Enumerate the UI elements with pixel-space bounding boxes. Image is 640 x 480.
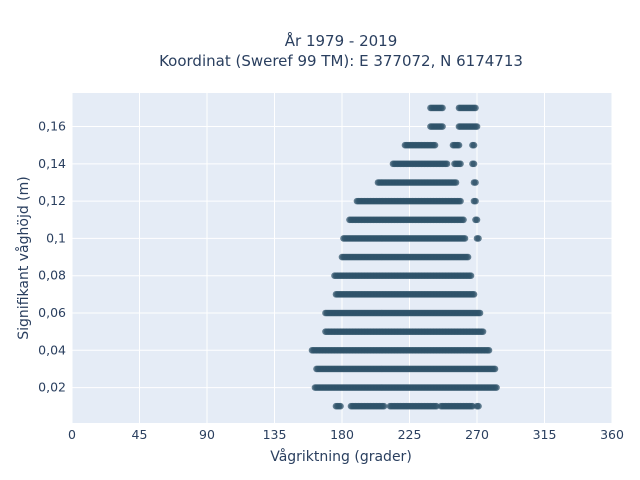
data-point [457,160,464,168]
x-tick-label: 90 [199,427,215,442]
data-point [473,123,481,130]
y-tick-label: 0,12 [38,193,66,208]
data-point [464,253,472,261]
data-point [467,272,475,280]
x-tick-label: 45 [132,427,148,442]
data-point [472,197,479,205]
data-point [493,384,500,391]
x-axis-ticks: 0 45 90 135 180 225 270 315 360 [68,427,624,442]
data-point [470,291,478,298]
chart-title-line-1: År 1979 - 2019 [285,31,398,50]
x-tick-label: 0 [68,427,76,442]
data-point [431,141,439,149]
data-point [460,216,467,224]
data-point [380,402,388,410]
x-axis-title: Vågriktning (grader) [270,448,412,465]
x-tick-label: 180 [330,427,354,442]
data-point [485,346,493,354]
y-tick-label: 0,02 [38,380,66,395]
data-point [457,197,464,205]
y-tick-label: 0,1 [46,230,66,245]
data-point [475,235,482,242]
y-tick-label: 0,16 [38,119,66,134]
data-point [461,235,469,242]
y-axis-ticks: 0,02 0,04 0,06 0,08 0,1 0,12 0,14 0,16 [38,119,66,395]
x-tick-label: 315 [533,427,557,442]
y-tick-label: 0,04 [38,342,66,357]
y-tick-label: 0,08 [38,268,66,283]
data-point [439,104,446,112]
data-point [337,402,344,410]
y-tick-label: 0,06 [38,305,66,320]
data-point [439,123,446,130]
chart-title-line-2: Koordinat (Sweref 99 TM): E 377072, N 61… [159,52,523,70]
data-points [308,104,500,410]
data-point [452,179,460,186]
data-point [475,402,482,410]
data-point [479,328,487,335]
data-point [455,141,463,149]
data-point [491,365,499,373]
data-point [472,104,479,112]
data-point [443,160,451,168]
data-point [472,179,479,186]
y-axis-title: Signifikant våghöjd (m) [15,176,32,339]
x-tick-label: 135 [263,427,287,442]
x-tick-label: 225 [398,427,422,442]
data-point [470,141,478,149]
x-tick-label: 360 [600,427,624,442]
x-tick-label: 270 [465,427,489,442]
data-point [476,309,484,317]
data-point [473,216,481,224]
y-tick-label: 0,14 [38,156,66,171]
data-point [470,160,478,168]
